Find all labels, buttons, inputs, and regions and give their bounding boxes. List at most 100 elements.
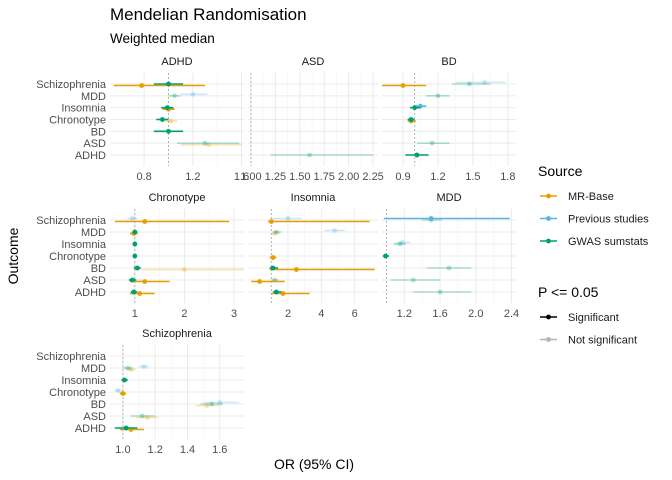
point-estimate <box>466 81 472 87</box>
legend: Source P <= 0.05 MR-Base Previous studies… <box>538 163 649 347</box>
y-tick-label: Schizophrenia <box>36 79 107 91</box>
point-estimate <box>182 267 187 272</box>
legend-dot <box>546 216 551 221</box>
point-estimate <box>217 400 223 405</box>
x-tick-label: 2 <box>285 308 291 320</box>
x-tick-label: 1.25 <box>265 171 286 183</box>
point-estimate <box>120 391 126 396</box>
x-tick-label: 1.8 <box>500 171 515 183</box>
panel-mdd: MDD 1.2 1.6 2.0 2.4 <box>382 192 519 320</box>
y-tick-label: Insomnia <box>61 103 107 115</box>
point-estimate <box>166 81 171 87</box>
chart-subtitle: Weighted median <box>110 31 215 46</box>
point-estimate <box>408 117 414 122</box>
x-tick-label: 2 <box>181 308 187 320</box>
panel-title: Insomnia <box>291 192 337 204</box>
legend-dot <box>546 337 551 342</box>
point-estimate <box>123 425 129 431</box>
point-estimate <box>270 255 276 260</box>
point-estimate <box>159 117 165 122</box>
legend-dot <box>546 238 551 244</box>
y-tick-label: Schizophrenia <box>36 215 107 227</box>
point-estimate <box>139 413 145 419</box>
point-estimate <box>172 93 177 99</box>
legend-item-mr-base: MR-Base <box>540 191 614 203</box>
x-tick-label: 1 <box>132 308 138 320</box>
panel-adhd: ADHD 0.8 1.2 1.6 SchizophreniaMDDInsomniaChr… <box>36 56 249 183</box>
y-tick-label: BD <box>91 399 106 411</box>
point-estimate <box>166 128 171 134</box>
x-tick-label: 1.50 <box>289 171 310 183</box>
point-estimate <box>414 152 420 158</box>
x-tick-label: 3 <box>231 308 237 320</box>
legend-dot <box>546 314 551 320</box>
point-estimate <box>204 403 210 408</box>
legend-item-gwas-sumstats: GWAS sumstats <box>540 236 649 248</box>
point-estimate <box>132 241 138 247</box>
point-estimate <box>132 229 138 235</box>
point-estimate <box>257 279 263 284</box>
point-estimate <box>268 219 274 224</box>
point-estimate <box>202 140 208 146</box>
legend-label: MR-Base <box>568 191 614 203</box>
x-tick-label: 1.0 <box>115 444 130 456</box>
point-estimate <box>168 118 174 124</box>
point-estimate <box>129 216 135 221</box>
x-tick-label: 0.9 <box>395 171 410 183</box>
point-estimate <box>429 140 435 146</box>
point-estimate <box>280 291 286 296</box>
point-estimate <box>142 219 148 224</box>
point-estimate <box>272 231 278 236</box>
x-tick-label: 1.5 <box>465 171 480 183</box>
point-estimate <box>122 377 127 383</box>
x-tick-label: 0.8 <box>136 171 151 183</box>
legend-dot <box>546 193 551 199</box>
point-estimate <box>128 367 134 372</box>
point-estimate <box>293 267 299 272</box>
x-tick-label: 1.6 <box>432 308 447 320</box>
point-estimate <box>435 93 441 99</box>
legend-item-significant: Significant <box>540 312 619 324</box>
point-estimate <box>285 216 291 221</box>
panel-title: Schizophrenia <box>142 328 213 340</box>
point-estimate <box>115 388 121 393</box>
legend-label: Not significant <box>568 335 637 347</box>
panel-title: ASD <box>302 56 325 68</box>
legend-p-title: P <= 0.05 <box>538 284 599 300</box>
x-tick-label: 1.2 <box>185 171 200 183</box>
y-axis-label: Outcome <box>5 227 21 284</box>
point-estimate <box>142 279 148 284</box>
legend-item-not-significant: Not significant <box>540 335 637 347</box>
y-tick-label: BD <box>91 263 106 275</box>
chart-title: Mendelian Randomisation <box>110 5 307 24</box>
point-estimate <box>273 229 279 235</box>
point-estimate <box>400 240 405 245</box>
point-estimate <box>134 265 140 271</box>
point-estimate <box>132 253 138 259</box>
y-tick-label: ASD <box>83 138 106 150</box>
y-tick-label: ADHD <box>75 423 106 435</box>
y-tick-label: Chronotype <box>49 115 106 127</box>
panel-bd: BD 0.9 1.2 1.5 1.8 <box>382 56 516 183</box>
y-tick-label: BD <box>91 126 106 138</box>
legend-item-previous-studies: Previous studies <box>540 214 649 226</box>
x-tick-label: 1.75 <box>314 171 335 183</box>
point-estimate <box>137 291 143 296</box>
y-tick-label: Chronotype <box>49 251 106 263</box>
point-estimate <box>410 277 416 283</box>
x-tick-label: 1.2 <box>148 444 163 456</box>
x-axis-label: OR (95% CI) <box>274 456 354 472</box>
point-estimate <box>190 91 196 97</box>
y-tick-label: ADHD <box>75 150 106 162</box>
point-estimate <box>397 241 403 247</box>
point-estimate <box>437 289 443 295</box>
point-estimate <box>307 152 312 158</box>
point-estimate <box>139 83 145 88</box>
y-tick-label: MDD <box>81 91 106 103</box>
point-estimate <box>273 289 279 295</box>
point-estimate <box>383 253 388 259</box>
x-tick-label: 1.2 <box>397 308 412 320</box>
